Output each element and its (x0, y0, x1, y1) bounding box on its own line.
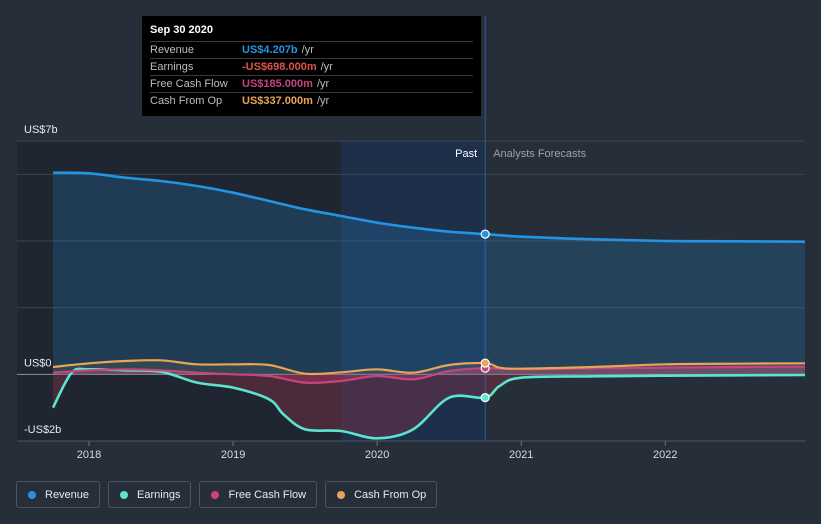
tooltip-unit: /yr (320, 61, 333, 73)
past-label: Past (455, 148, 477, 160)
tooltip-value: US$4.207b (242, 44, 298, 56)
legend-dot-icon (211, 490, 220, 499)
x-tick-label: 2021 (509, 449, 533, 461)
area-free-cash-flow (53, 366, 805, 383)
tooltip-label: Revenue (150, 44, 195, 56)
tooltip-label: Earnings (150, 61, 194, 73)
legend-dot-icon (337, 490, 346, 499)
tooltip-row-free-cash-flow: Free Cash Flow US$185.000m /yr (150, 75, 473, 92)
x-tick-label: 2022 (653, 449, 677, 461)
series-lines (51, 171, 806, 440)
tooltip-value: US$185.000m (242, 78, 313, 90)
legend-dot-icon (28, 490, 36, 499)
tooltip-row-revenue: Revenue US$4.207b /yr (150, 41, 473, 58)
legend-label: Earnings (137, 488, 181, 501)
highlight-markers (480, 229, 490, 403)
line-revenue (52, 171, 806, 243)
y-tick-label: US$0 (24, 357, 52, 369)
legend-item-cash-from-op[interactable]: Cash From Op (325, 481, 438, 508)
tooltip-unit: /yr (316, 95, 330, 107)
chart-background (17, 141, 486, 441)
x-tick-label: 2019 (221, 449, 245, 461)
area-cash-from-op (53, 360, 805, 375)
tooltip-value: US$337.000m (242, 95, 313, 107)
tooltip-row-earnings: Earnings -US$698.000m /yr (150, 58, 473, 75)
marker-cash-from-op (480, 358, 490, 368)
y-tick-label: -US$2b (24, 424, 61, 436)
legend-label: Cash From Op (354, 488, 427, 501)
x-tick-label: 2018 (77, 449, 101, 461)
y-tick-label: US$7b (24, 124, 58, 136)
tooltip-label: Cash From Op (150, 95, 223, 107)
tooltip-unit: /yr (301, 44, 314, 56)
legend-item-revenue[interactable]: Revenue (16, 481, 101, 508)
marker-revenue (480, 229, 490, 239)
tooltip: Sep 30 2020 Revenue US$4.207b /yr Earnin… (142, 16, 481, 116)
line-cash-from-op (52, 359, 806, 376)
tooltip-row-cash-from-op: Cash From Op US$337.000m /yr (150, 92, 473, 109)
marker-earnings (480, 393, 490, 403)
axis-labels: US$7b US$0 -US$2b 2018 2019 2020 2021 2022 Past A… (24, 124, 678, 461)
legend-label: Free Cash Flow (228, 488, 307, 501)
legend-label: Revenue (45, 488, 90, 501)
line-free-cash-flow (52, 365, 806, 385)
tooltip-label: Free Cash Flow (150, 78, 228, 90)
area-revenue (53, 172, 805, 375)
legend-item-free-cash-flow[interactable]: Free Cash Flow (199, 481, 318, 508)
highlight-region (341, 141, 486, 441)
x-tick-label: 2020 (365, 449, 389, 461)
forecast-label: Analysts Forecasts (493, 148, 586, 160)
tooltip-date: Sep 30 2020 (150, 24, 213, 36)
tooltip-unit: /yr (316, 78, 330, 90)
legend: Revenue Earnings Free Cash Flow Cash Fro… (16, 481, 445, 508)
legend-item-earnings[interactable]: Earnings (108, 481, 192, 508)
legend-dot-icon (120, 490, 129, 499)
tooltip-value: -US$698.000m (242, 61, 317, 73)
